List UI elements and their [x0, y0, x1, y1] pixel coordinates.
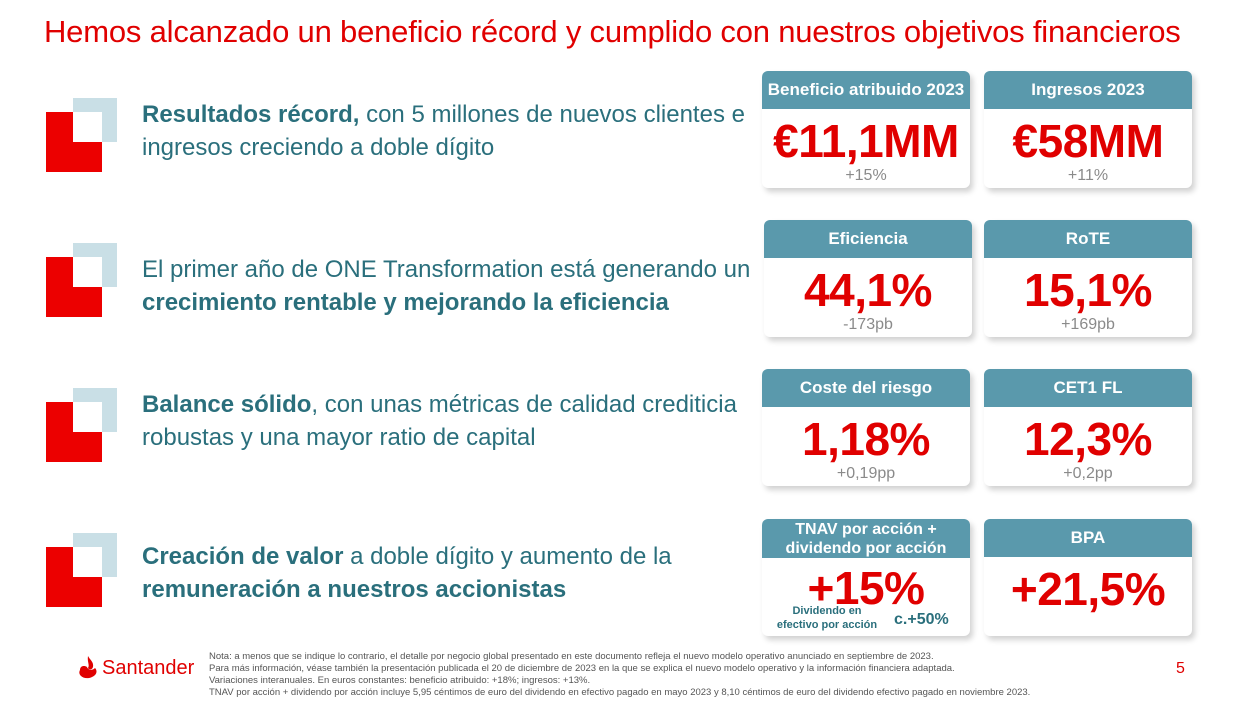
kpi-card-revenue: Ingresos 2023 €58MM +11% [984, 71, 1192, 188]
footnote-line: Nota: a menos que se indique lo contrari… [209, 651, 934, 662]
row-text: Balance sólido, con unas métricas de cal… [142, 391, 737, 451]
page-title: Hemos alcanzado un beneficio récord y cu… [44, 14, 1181, 49]
footnote-line: Para más información, véase también la p… [209, 663, 955, 674]
kpi-card-eps: BPA +21,5% [984, 519, 1192, 636]
dividend-label: Dividendo en efectivo por acción [776, 605, 878, 631]
kpi-card-cet1: CET1 FL 12,3% +0,2pp [984, 369, 1192, 486]
card-change: +0,2pp [1063, 465, 1113, 482]
footnote-line: Variaciones interanuales. En euros const… [209, 675, 591, 686]
card-header: Ingresos 2023 [984, 71, 1192, 109]
card-header: RoTE [984, 220, 1192, 258]
card-value: €11,1MM [773, 115, 959, 167]
kpi-card-rote: RoTE 15,1% +169pb [984, 220, 1192, 337]
kpi-card-efficiency: Eficiencia 44,1% -173pb [764, 220, 972, 337]
dividend-value: c.+50% [894, 611, 949, 628]
page-number: 5 [1176, 660, 1185, 677]
footnotes: Nota: a menos que se indique lo contrari… [209, 651, 1199, 699]
card-value: +21,5% [1010, 563, 1166, 615]
highlight-row-transformation: El primer año de ONE Transformation está… [46, 243, 750, 333]
kpi-card-tnav-dividend: TNAV por acción + dividendo por acción +… [762, 519, 970, 636]
card-change: +0,19pp [836, 465, 896, 482]
row-text: Creación de valor a doble dígito y aumen… [142, 543, 672, 603]
card-header: Coste del riesgo [762, 369, 970, 407]
highlight-row-value-creation: Creación de valor a doble dígito y aumen… [46, 533, 746, 623]
card-value: +15% [807, 562, 925, 614]
brand-name: Santander [102, 657, 195, 679]
card-change: -173pb [843, 316, 893, 333]
kpi-card-cost-of-risk: Coste del riesgo 1,18% +0,19pp [762, 369, 970, 486]
card-change: +169pb [1061, 316, 1115, 333]
card-change: +15% [845, 167, 887, 184]
row-text: El primer año de ONE Transformation está… [142, 256, 751, 316]
card-value: 1,18% [802, 413, 930, 465]
card-header: CET1 FL [984, 369, 1192, 407]
card-header: TNAV por acción + dividendo por acción [762, 519, 970, 558]
row-text: Resultados récord, con 5 millones de nue… [142, 101, 745, 161]
card-header: Eficiencia [764, 220, 972, 258]
card-header: BPA [984, 519, 1192, 557]
kpi-card-net-profit: Beneficio atribuido 2023 €11,1MM +15% [762, 71, 970, 188]
card-change: +11% [1067, 167, 1109, 184]
card-value: 44,1% [804, 264, 932, 316]
card-value: 12,3% [1024, 413, 1152, 465]
card-value: €58MM [1012, 115, 1164, 167]
footnote-line: TNAV por acción + dividendo por acción i… [209, 687, 1031, 698]
highlight-row-results: Resultados récord, con 5 millones de nue… [46, 98, 746, 188]
card-value: 15,1% [1024, 264, 1152, 316]
highlight-row-balance: Balance sólido, con unas métricas de cal… [46, 388, 746, 478]
santander-flame-icon [79, 656, 97, 679]
card-header: Beneficio atribuido 2023 [762, 71, 970, 109]
